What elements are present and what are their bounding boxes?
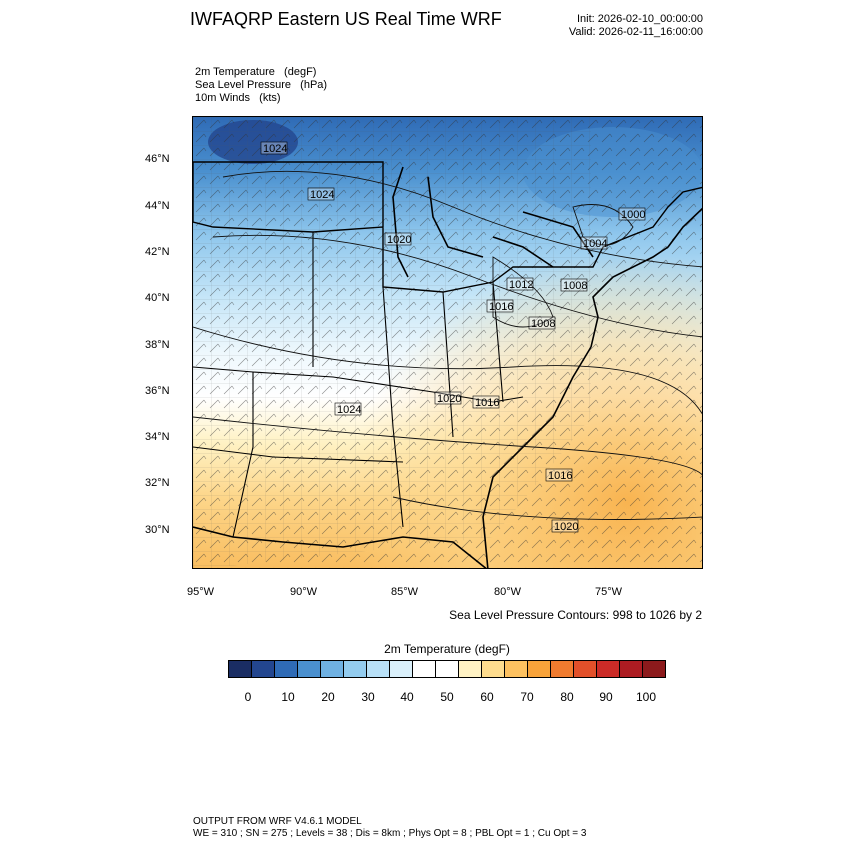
weather-map: 1024 1024 1020 1000 1004 1012 1008 1016 … (192, 116, 703, 569)
model-info: OUTPUT FROM WRF V4.6.1 MODEL WE = 310 ; … (193, 816, 586, 840)
map-canvas: 1024 1024 1020 1000 1004 1012 1008 1016 … (193, 117, 702, 568)
contour-label: 1000 (621, 209, 645, 221)
lat-label: 38°N (145, 339, 170, 351)
contour-label: 1004 (583, 238, 607, 250)
colorbar-swatch (229, 661, 252, 677)
great-lakes-shorelines (392, 166, 594, 278)
colorbar-swatch (482, 661, 505, 677)
colorbar-label: 20 (321, 690, 335, 704)
colorbar-label: 100 (635, 690, 657, 704)
interior-state-borders (193, 232, 524, 538)
atlantic-coastline-south (482, 346, 592, 568)
colorbar-swatch (643, 661, 665, 677)
init-valid-times: Init: 2026-02-10_00:00:00 Valid: 2026-02… (520, 13, 703, 39)
colorbar-label: 0 (244, 690, 252, 704)
lat-label: 40°N (145, 292, 170, 304)
model-version: OUTPUT FROM WRF V4.6.1 MODEL (193, 816, 362, 827)
pressure-contours (193, 170, 702, 520)
colorbar-swatch (528, 661, 551, 677)
colorbar-label: 70 (520, 690, 534, 704)
colorbar-swatch (436, 661, 459, 677)
lat-label: 32°N (145, 477, 170, 489)
colorbar-label: 90 (599, 690, 613, 704)
model-config: WE = 310 ; SN = 275 ; Levels = 38 ; Dis … (193, 828, 587, 839)
colorbar-swatch (574, 661, 597, 677)
colorbar-label: 10 (281, 690, 295, 704)
colorbar-swatch (321, 661, 344, 677)
colorbar-label: 40 (400, 690, 414, 704)
colorbar-swatch (344, 661, 367, 677)
contour-label: 1016 (475, 397, 499, 409)
contour-label: 1020 (554, 521, 578, 533)
contour-label: 1024 (337, 404, 361, 416)
colorbar-swatch (620, 661, 643, 677)
pressure-field-label: Sea Level Pressure (hPa) (195, 79, 328, 91)
colorbar-swatch (252, 661, 275, 677)
contour-labels: 1024 1024 1020 1000 1004 1012 1008 1016 … (260, 141, 645, 533)
contour-label: 1024 (263, 143, 287, 155)
colorbar-swatch (597, 661, 620, 677)
colorbar-swatch (367, 661, 390, 677)
colorbar-swatch (275, 661, 298, 677)
wind-barbs (193, 117, 702, 568)
lat-label: 46°N (145, 153, 170, 165)
init-time: Init: 2026-02-10_00:00:00 (577, 13, 703, 25)
lat-label: 42°N (145, 246, 170, 258)
map-title: IWFAQRP Eastern US Real Time WRF (190, 9, 502, 29)
colorbar-label: 50 (440, 690, 454, 704)
colorbar-swatch (413, 661, 436, 677)
colorbar-swatch (298, 661, 321, 677)
atlantic-coastline-north (590, 207, 702, 348)
colorbar-swatch (551, 661, 574, 677)
colorbar-title: 2m Temperature (degF) (384, 642, 510, 656)
contour-label: 1016 (489, 301, 513, 313)
contour-label: 1008 (531, 318, 555, 330)
contour-label: 1008 (563, 280, 587, 292)
contour-label: 1012 (509, 279, 533, 291)
temperature-colorbar (228, 660, 666, 678)
lon-label: 95°W (187, 586, 215, 598)
field-legend: 2m Temperature (degF) Sea Level Pressure… (195, 66, 327, 105)
gulf-coastline (193, 526, 487, 568)
contour-info: Sea Level Pressure Contours: 998 to 1026… (449, 608, 702, 622)
lon-label: 75°W (595, 586, 623, 598)
lat-label: 44°N (145, 200, 170, 212)
winds-field-label: 10m Winds (kts) (195, 92, 281, 104)
contour-label: 1024 (310, 189, 334, 201)
lon-label: 90°W (290, 586, 318, 598)
valid-time: Valid: 2026-02-11_16:00:00 (568, 26, 703, 38)
contour-label: 1016 (548, 470, 572, 482)
colorbar-swatch (390, 661, 413, 677)
lon-label: 85°W (391, 586, 419, 598)
colorbar-swatch (505, 661, 528, 677)
contour-label: 1020 (437, 393, 461, 405)
lon-label: 80°W (494, 586, 522, 598)
colorbar-label: 30 (361, 690, 375, 704)
lat-label: 36°N (145, 385, 170, 397)
colorbar-label: 80 (560, 690, 574, 704)
lat-label: 34°N (145, 431, 170, 443)
temperature-field-label: 2m Temperature (degF) (195, 66, 317, 78)
contour-label: 1020 (387, 234, 411, 246)
colorbar-label: 60 (480, 690, 494, 704)
lat-label: 30°N (145, 524, 170, 536)
colorbar-swatch (459, 661, 482, 677)
